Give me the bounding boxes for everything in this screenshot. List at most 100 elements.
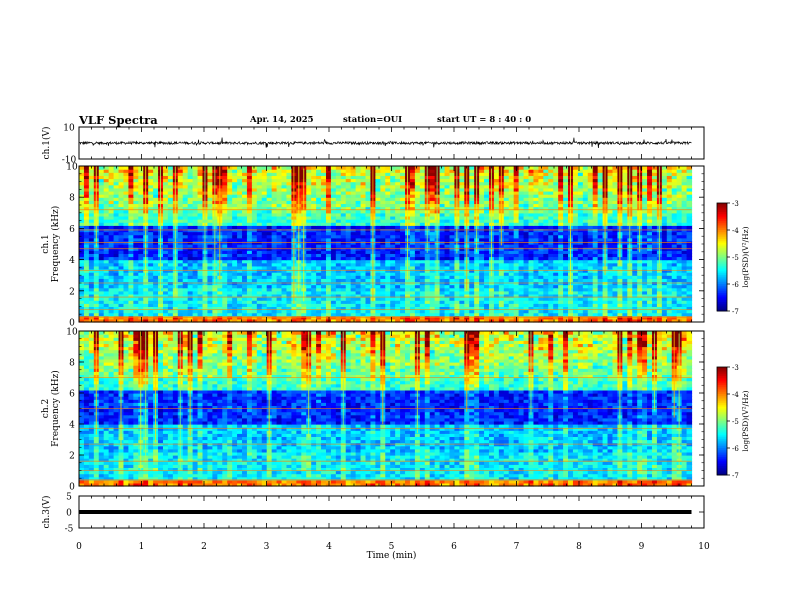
spectrogram-cell — [632, 215, 638, 220]
spectrogram-cell — [671, 215, 678, 220]
spectrogram-cell — [602, 293, 609, 298]
spectrogram-cell — [523, 262, 530, 267]
spectrogram-cell — [79, 256, 85, 261]
spectrogram-cell — [365, 318, 372, 323]
spectrogram-cell — [192, 200, 199, 205]
spectrogram-cell — [345, 259, 352, 264]
spectrogram-cell — [676, 244, 683, 248]
spectrogram-cell — [469, 297, 475, 301]
spectrogram-cell — [469, 206, 475, 211]
spectrogram-cell — [439, 297, 446, 301]
spectrogram-cell — [108, 234, 115, 239]
spectrogram-cell — [103, 318, 110, 323]
spectrogram-cell — [439, 244, 446, 248]
spectrogram-cell — [182, 293, 189, 298]
spectrogram-cell — [563, 287, 569, 292]
spectrogram-cell — [276, 293, 283, 298]
spectrogram-cell — [138, 303, 144, 307]
spectrogram-cell — [553, 212, 559, 217]
spectrogram-cell — [261, 312, 268, 317]
spectrogram-cell — [439, 300, 446, 304]
spectrogram-cell — [103, 293, 110, 298]
spectrogram-cell — [88, 290, 95, 295]
spectrogram-cell — [162, 222, 169, 226]
spectrogram-cell — [493, 275, 500, 279]
spectrogram-cell — [503, 244, 510, 248]
spectrogram-cell — [597, 225, 604, 229]
spectrogram-cell — [246, 209, 253, 214]
spectrogram-cell — [484, 212, 490, 217]
spectrogram-cell — [671, 306, 678, 311]
spectrogram-cell — [276, 290, 283, 295]
spectrogram-cell — [666, 312, 673, 317]
spectrogram-cell — [409, 309, 416, 314]
spectrogram-cell — [484, 287, 490, 292]
spectrogram-cell — [459, 306, 465, 311]
spectrogram-cell — [296, 300, 302, 304]
spectrogram-cell — [513, 284, 520, 289]
spectrogram-cell — [370, 303, 376, 307]
spectrogram-cell — [251, 222, 258, 226]
spectrogram-cell — [592, 275, 599, 279]
spectrogram-cell — [400, 209, 406, 214]
spectrogram-cell — [118, 265, 125, 270]
spectrogram-cell — [232, 206, 238, 211]
spectrogram-cell — [316, 309, 322, 314]
spectrogram-cell — [256, 219, 263, 223]
spectrogram-cell — [553, 237, 559, 242]
spectrogram-cell — [187, 215, 194, 220]
spectrogram-cell — [251, 287, 258, 292]
spectrogram-cell — [518, 272, 525, 276]
spectrogram-cell — [518, 209, 525, 214]
spectrogram-cell — [237, 275, 243, 279]
spectrogram-cell — [237, 225, 243, 229]
spectrogram-cell — [281, 290, 288, 295]
spectrogram-cell — [493, 312, 500, 317]
spectrogram-cell — [197, 219, 204, 223]
spectrogram-cell — [93, 287, 100, 292]
spectrogram-cell — [143, 278, 149, 283]
spectrogram-cell — [237, 318, 243, 323]
spectrogram-cell — [528, 290, 535, 295]
spectrogram-cell — [177, 231, 184, 236]
spectrogram-cell — [202, 306, 209, 311]
spectrogram-cell — [187, 256, 194, 261]
spectrogram-cell — [256, 259, 263, 264]
spectrogram-cell — [375, 293, 381, 298]
spectrogram-cell — [276, 265, 283, 270]
spectrogram-cell — [647, 212, 653, 217]
spectrogram-cell — [572, 253, 579, 258]
spectrogram-cell — [340, 306, 347, 311]
spectrogram-cell — [681, 231, 688, 236]
spectrogram-cell — [563, 272, 569, 276]
spectrogram-cell — [503, 225, 510, 229]
spectrogram-cell — [133, 272, 139, 276]
spectrogram-cell — [103, 290, 110, 295]
spectrogram-cell — [577, 215, 584, 220]
spectrogram-cell — [182, 244, 189, 248]
spectrogram-cell — [597, 300, 604, 304]
spectrogram-cell — [123, 203, 129, 208]
spectrogram-cell — [311, 219, 317, 223]
spectrogram-cell — [375, 225, 381, 229]
spectrogram-cell — [577, 237, 584, 242]
spectrogram-cell — [237, 265, 243, 270]
spectrogram-cell — [607, 231, 614, 236]
spectrogram-cell — [439, 265, 446, 270]
spectrogram-cell — [232, 309, 238, 314]
spectrogram-cell — [686, 306, 693, 311]
spectrogram-cell — [335, 209, 342, 214]
spectrogram-cell — [414, 300, 421, 304]
spectrogram-cell — [261, 237, 268, 242]
spectrogram-cell — [167, 297, 174, 301]
spectrogram-cell — [558, 287, 564, 292]
spectrogram-cell — [133, 209, 139, 214]
spectrogram-cell — [143, 312, 149, 317]
spectrogram-cell — [113, 278, 120, 283]
spectrogram-cell — [395, 303, 401, 307]
spectrogram-cell — [167, 293, 174, 298]
spectrogram-cell — [380, 287, 386, 292]
spectrogram-cell — [464, 309, 470, 314]
spectrogram-cell — [340, 231, 347, 236]
spectrogram-cell — [123, 297, 129, 301]
